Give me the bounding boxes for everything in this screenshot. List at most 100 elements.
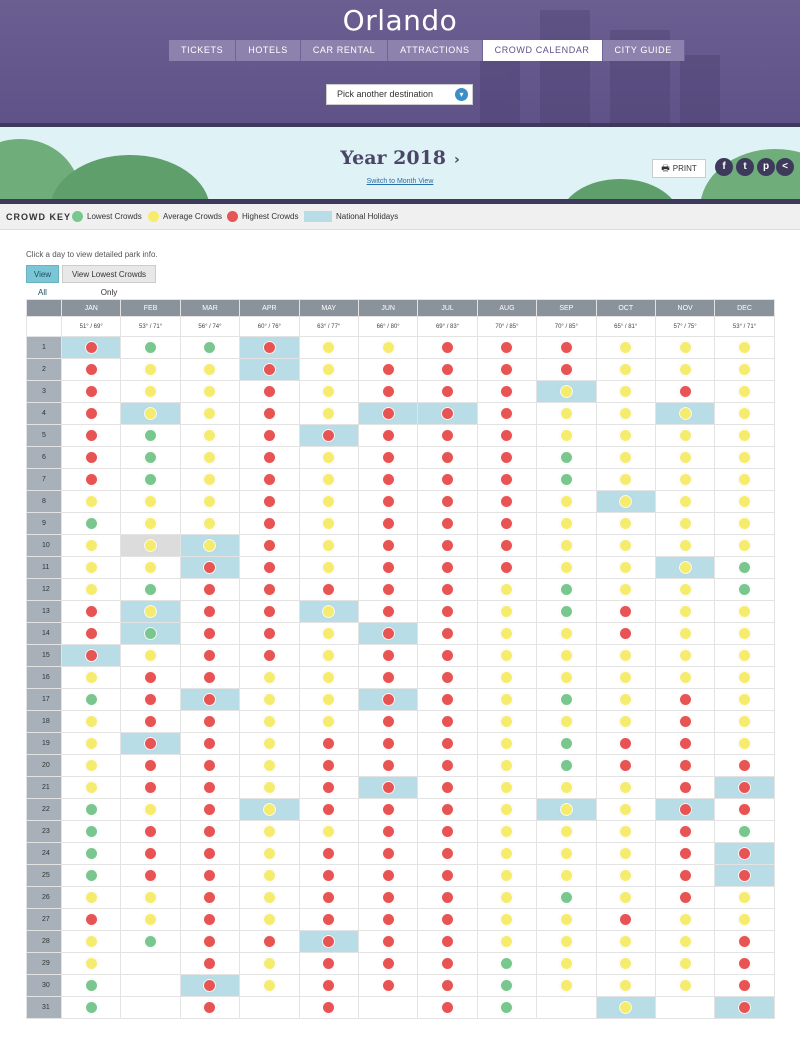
- day-cell[interactable]: [357, 952, 419, 975]
- day-cell[interactable]: [417, 468, 478, 491]
- day-cell[interactable]: [60, 578, 122, 601]
- day-cell[interactable]: [179, 402, 241, 425]
- day-cell[interactable]: [179, 666, 241, 689]
- nav-city-guide[interactable]: CITY GUIDE: [602, 40, 685, 61]
- day-cell[interactable]: [120, 908, 181, 931]
- day-cell[interactable]: [239, 820, 300, 843]
- day-cell[interactable]: [179, 644, 241, 667]
- day-cell[interactable]: [298, 996, 359, 1019]
- day-cell[interactable]: [239, 776, 300, 799]
- day-cell[interactable]: [714, 666, 775, 689]
- day-cell[interactable]: [298, 710, 359, 733]
- day-cell[interactable]: [476, 776, 538, 799]
- day-cell[interactable]: [714, 886, 775, 909]
- day-cell[interactable]: [239, 556, 300, 579]
- day-cell[interactable]: [298, 468, 359, 491]
- day-cell[interactable]: [357, 908, 419, 931]
- day-cell[interactable]: [417, 534, 478, 557]
- day-cell[interactable]: [476, 380, 538, 403]
- day-cell[interactable]: [536, 974, 597, 997]
- day-cell[interactable]: [179, 820, 241, 843]
- day-cell[interactable]: [595, 710, 656, 733]
- nav-crowd-calendar[interactable]: CROWD CALENDAR: [482, 40, 603, 61]
- day-cell[interactable]: [595, 468, 656, 491]
- day-cell[interactable]: [417, 402, 478, 425]
- day-cell[interactable]: [179, 336, 241, 359]
- nav-hotels[interactable]: HOTELS: [236, 40, 301, 61]
- day-cell[interactable]: [476, 908, 538, 931]
- day-cell[interactable]: [239, 380, 300, 403]
- day-cell[interactable]: [179, 556, 241, 579]
- day-cell[interactable]: [120, 688, 181, 711]
- day-cell[interactable]: [417, 380, 478, 403]
- day-cell[interactable]: [357, 666, 419, 689]
- day-cell[interactable]: [595, 930, 656, 953]
- day-cell[interactable]: [536, 424, 597, 447]
- day-cell[interactable]: [595, 490, 656, 513]
- day-cell[interactable]: [417, 512, 478, 535]
- day-cell[interactable]: [120, 666, 181, 689]
- day-cell[interactable]: [60, 666, 122, 689]
- day-cell[interactable]: [714, 534, 775, 557]
- day-cell[interactable]: [120, 468, 181, 491]
- day-cell[interactable]: [179, 358, 241, 381]
- day-cell[interactable]: [357, 754, 419, 777]
- day-cell[interactable]: [179, 600, 241, 623]
- day-cell[interactable]: [714, 996, 775, 1019]
- day-cell[interactable]: [120, 798, 181, 821]
- day-cell[interactable]: [179, 864, 241, 887]
- day-cell[interactable]: [417, 710, 478, 733]
- day-cell[interactable]: [714, 622, 775, 645]
- day-cell[interactable]: [120, 732, 181, 755]
- day-cell[interactable]: [654, 424, 716, 447]
- day-cell[interactable]: [120, 512, 181, 535]
- day-cell[interactable]: [714, 358, 775, 381]
- day-cell[interactable]: [298, 578, 359, 601]
- day-cell[interactable]: [357, 798, 419, 821]
- day-cell[interactable]: [595, 842, 656, 865]
- day-cell[interactable]: [654, 600, 716, 623]
- day-cell[interactable]: [179, 468, 241, 491]
- day-cell[interactable]: [595, 622, 656, 645]
- next-year-arrow-icon[interactable]: ›: [454, 152, 460, 168]
- day-cell[interactable]: [417, 644, 478, 667]
- day-cell[interactable]: [239, 710, 300, 733]
- day-cell[interactable]: [60, 952, 122, 975]
- day-cell[interactable]: [536, 798, 597, 821]
- day-cell[interactable]: [179, 688, 241, 711]
- day-cell[interactable]: [654, 578, 716, 601]
- day-cell[interactable]: [179, 446, 241, 469]
- day-cell[interactable]: [476, 974, 538, 997]
- day-cell[interactable]: [714, 974, 775, 997]
- day-cell[interactable]: [476, 358, 538, 381]
- day-cell[interactable]: [714, 732, 775, 755]
- day-cell[interactable]: [536, 688, 597, 711]
- day-cell[interactable]: [417, 556, 478, 579]
- day-cell[interactable]: [298, 688, 359, 711]
- day-cell[interactable]: [357, 732, 419, 755]
- day-cell[interactable]: [179, 754, 241, 777]
- view-all-button[interactable]: View All: [26, 265, 59, 297]
- day-cell[interactable]: [476, 556, 538, 579]
- day-cell[interactable]: [298, 358, 359, 381]
- day-cell[interactable]: [714, 336, 775, 359]
- day-cell[interactable]: [654, 336, 716, 359]
- day-cell[interactable]: [536, 952, 597, 975]
- day-cell[interactable]: [357, 578, 419, 601]
- day-cell[interactable]: [536, 578, 597, 601]
- day-cell[interactable]: [654, 556, 716, 579]
- view-lowest-crowds-button[interactable]: View Lowest Crowds Only: [62, 265, 156, 297]
- day-cell[interactable]: [298, 600, 359, 623]
- day-cell[interactable]: [298, 446, 359, 469]
- day-cell[interactable]: [536, 512, 597, 535]
- day-cell[interactable]: [298, 952, 359, 975]
- day-cell[interactable]: [714, 578, 775, 601]
- day-cell[interactable]: [476, 402, 538, 425]
- day-cell[interactable]: [654, 842, 716, 865]
- day-cell[interactable]: [120, 600, 181, 623]
- day-cell[interactable]: [239, 644, 300, 667]
- twitter-icon[interactable]: t: [736, 158, 754, 176]
- day-cell[interactable]: [654, 820, 716, 843]
- day-cell[interactable]: [179, 710, 241, 733]
- day-cell[interactable]: [120, 820, 181, 843]
